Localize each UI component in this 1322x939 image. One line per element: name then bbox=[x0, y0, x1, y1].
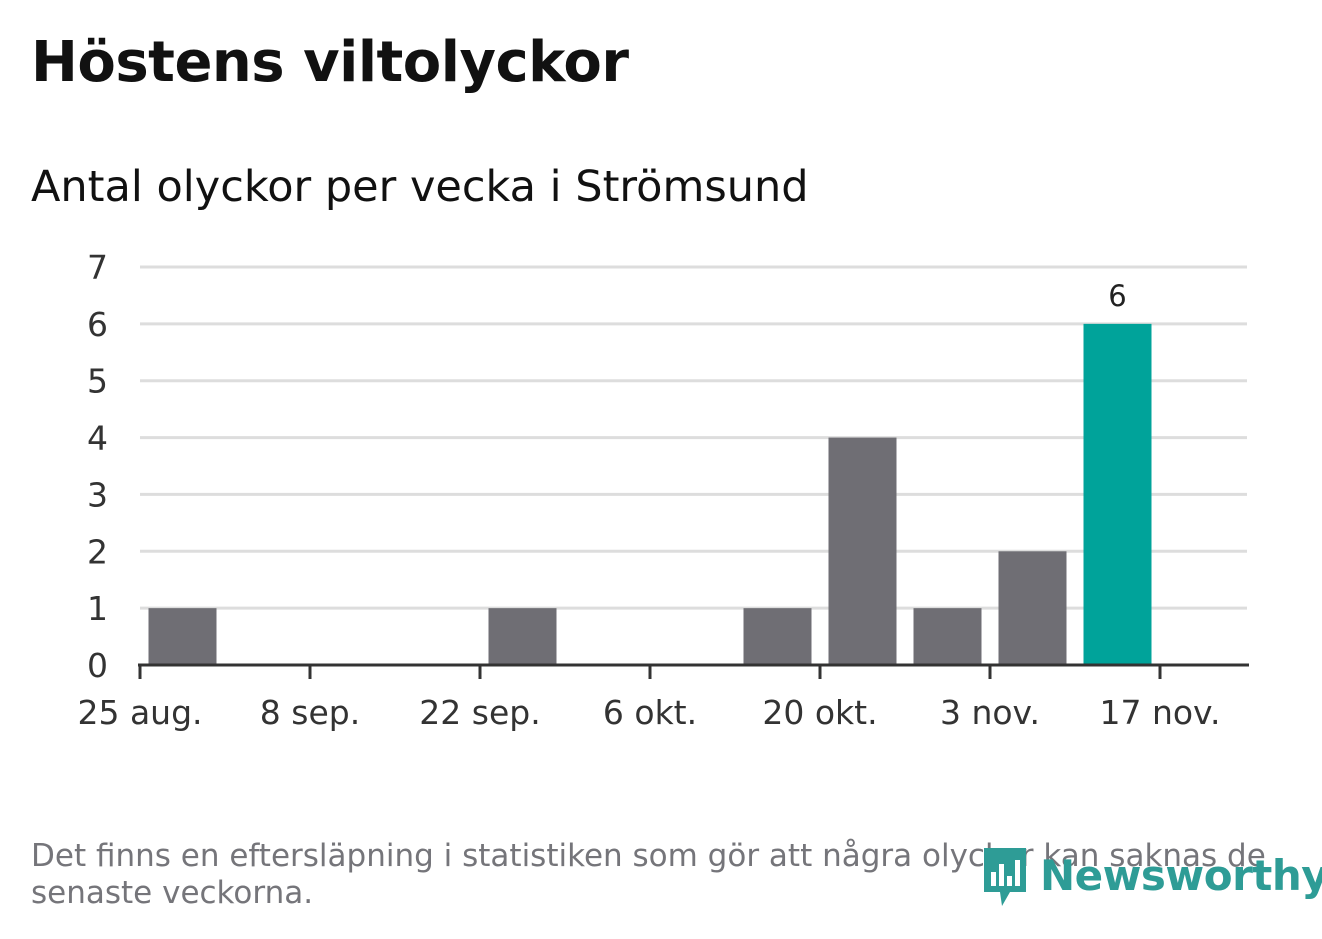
x-axis-ticks: 25 aug. 8 sep. 22 sep. 6 okt. 20 okt. 3 nov. 1… bbox=[77, 665, 1221, 732]
x-tick-label: 8 sep. bbox=[260, 693, 360, 732]
y-tick-label: 7 bbox=[87, 248, 108, 287]
x-tick-label: 25 aug. bbox=[77, 693, 202, 732]
bar bbox=[148, 608, 217, 665]
bars bbox=[148, 323, 1152, 665]
footnote: Det finns en eftersläpning i statistiken… bbox=[31, 838, 1266, 911]
newsworthy-logo-icon bbox=[984, 848, 1026, 906]
y-tick-label: 2 bbox=[87, 532, 108, 571]
y-axis-ticks: 0 1 2 3 4 5 6 7 bbox=[87, 248, 108, 685]
newsworthy-logo: Newsworthy bbox=[980, 842, 1322, 908]
y-tick-label: 4 bbox=[87, 419, 108, 458]
x-tick-label: 3 nov. bbox=[940, 693, 1040, 732]
grid-lines bbox=[140, 265, 1247, 610]
bar bbox=[828, 437, 897, 665]
bar-chart: 0 1 2 3 4 5 6 7 25 aug. 8 sep. 22 sep. 6 okt. 20 ok… bbox=[77, 248, 1249, 732]
bar bbox=[913, 608, 982, 665]
data-labels: 6 bbox=[1108, 279, 1126, 313]
x-tick-label: 22 sep. bbox=[419, 693, 540, 732]
x-tick-label: 20 okt. bbox=[762, 693, 877, 732]
chart-subtitle: Antal olyckor per vecka i Strömsund bbox=[31, 162, 809, 212]
bar bbox=[998, 551, 1067, 665]
y-tick-label: 5 bbox=[87, 362, 108, 401]
y-tick-label: 0 bbox=[87, 646, 108, 685]
x-tick-label: 6 okt. bbox=[603, 693, 697, 732]
brand-name: Newsworthy bbox=[1040, 850, 1322, 900]
chart-title: Höstens viltolyckor bbox=[31, 30, 629, 95]
bar bbox=[743, 608, 812, 665]
x-tick-label: 17 nov. bbox=[1099, 693, 1220, 732]
y-tick-label: 6 bbox=[87, 305, 108, 344]
y-tick-label: 3 bbox=[87, 475, 108, 514]
y-tick-label: 1 bbox=[87, 589, 108, 628]
bar bbox=[1083, 323, 1152, 665]
data-label: 6 bbox=[1108, 279, 1126, 313]
bar bbox=[488, 608, 557, 665]
